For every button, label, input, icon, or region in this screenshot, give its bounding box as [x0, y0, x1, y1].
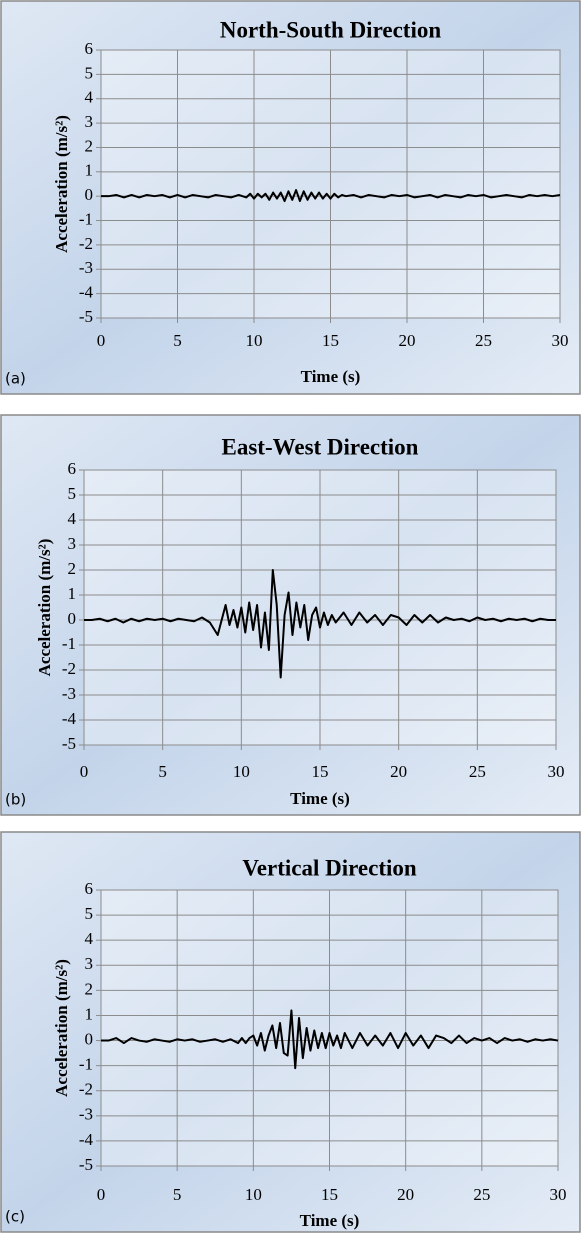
x-tick-label: 20: [397, 1185, 414, 1204]
y-tick-label: -1: [79, 209, 93, 228]
x-tick-label: 30: [552, 331, 569, 350]
y-tick-label: 1: [85, 1004, 94, 1023]
y-tick-label: 6: [68, 459, 77, 478]
y-tick-label: 5: [68, 484, 77, 503]
y-tick-label: 4: [68, 509, 77, 528]
x-tick-label: 15: [312, 762, 329, 781]
x-tick-label: 25: [475, 331, 492, 350]
chart-title: East-West Direction: [222, 434, 419, 459]
y-tick-label: 2: [85, 136, 94, 155]
x-tick-label: 5: [173, 1185, 182, 1204]
chart-title: North-South Direction: [220, 17, 441, 42]
y-tick-label: 1: [68, 584, 77, 603]
y-tick-label: 6: [85, 39, 94, 58]
panel-label: (b): [5, 791, 26, 809]
x-tick-label: 10: [233, 762, 250, 781]
y-tick-label: 4: [85, 88, 94, 107]
y-tick-label: 3: [85, 954, 94, 973]
y-tick-label: -3: [62, 684, 76, 703]
y-tick-label: -5: [62, 734, 76, 753]
y-tick-label: -4: [79, 1130, 94, 1149]
line-series: [101, 1009, 559, 1070]
y-tick-label: -3: [79, 1105, 93, 1124]
chart-panel: -5 -4 -3 -2 -1 0 1 2 3 4 5 6 0 5 10 15 20 25 30 East-West D…: [0, 414, 581, 816]
x-tick-label: 20: [390, 762, 407, 781]
y-tick-label: 3: [68, 534, 77, 553]
y-tick-label: -1: [79, 1055, 93, 1074]
y-axis-label: Acceleration (m/s²): [52, 959, 71, 1097]
x-tick-label: 0: [97, 331, 106, 350]
x-tick-label: 10: [246, 331, 263, 350]
y-tick-label: 3: [85, 112, 94, 131]
y-axis-label: Acceleration (m/s²): [35, 539, 54, 677]
x-axis-label: Time (s): [290, 789, 350, 808]
y-tick-label: -3: [79, 258, 93, 277]
line-series: [84, 569, 556, 679]
y-tick-label: -2: [62, 659, 76, 678]
x-axis-label: Time (s): [300, 1211, 360, 1230]
y-tick-label: -4: [62, 709, 77, 728]
y-tick-label: 2: [85, 979, 94, 998]
y-tick-label: -2: [79, 1080, 93, 1099]
x-tick-label: 0: [97, 1185, 106, 1204]
y-tick-label: 0: [85, 1029, 94, 1048]
x-tick-label: 5: [158, 762, 167, 781]
chart-title: Vertical Direction: [242, 855, 417, 880]
y-tick-label: -5: [79, 1155, 93, 1174]
line-series: [101, 189, 561, 203]
chart-panel: -5 -4 -3 -2 -1 0 1 2 3 4 5 6 0 5 10 15 20 25 30 Vertical Di…: [0, 831, 581, 1233]
y-tick-label: 0: [68, 609, 77, 628]
x-tick-label: 25: [469, 762, 486, 781]
y-tick-label: 5: [85, 904, 94, 923]
x-tick-label: 15: [322, 331, 339, 350]
x-tick-label: 5: [173, 331, 182, 350]
x-axis-label: Time (s): [301, 367, 361, 386]
y-tick-label: 2: [68, 559, 77, 578]
x-tick-label: 10: [245, 1185, 262, 1204]
chart-panel: -5 -4 -3 -2 -1 0 1 2 3 4 5 6 0 5 10 15 20 25 30 North-South…: [0, 0, 581, 395]
x-tick-label: 15: [321, 1185, 338, 1204]
x-tick-label: 30: [548, 762, 565, 781]
y-tick-label: -2: [79, 234, 93, 253]
y-tick-label: -4: [79, 283, 94, 302]
y-tick-label: -1: [62, 634, 76, 653]
y-tick-label: 4: [85, 929, 94, 948]
x-tick-label: 20: [399, 331, 416, 350]
panel-label: (c): [5, 1208, 25, 1226]
x-tick-label: 30: [550, 1185, 567, 1204]
y-tick-label: -5: [79, 307, 93, 326]
x-tick-label: 0: [80, 762, 89, 781]
y-tick-label: 6: [85, 879, 94, 898]
y-axis-label: Acceleration (m/s²): [52, 115, 71, 253]
y-tick-label: 5: [85, 63, 94, 82]
panel-label: (a): [5, 370, 26, 388]
y-tick-label: 1: [85, 161, 94, 180]
y-tick-label: 0: [85, 185, 94, 204]
x-tick-label: 25: [473, 1185, 490, 1204]
